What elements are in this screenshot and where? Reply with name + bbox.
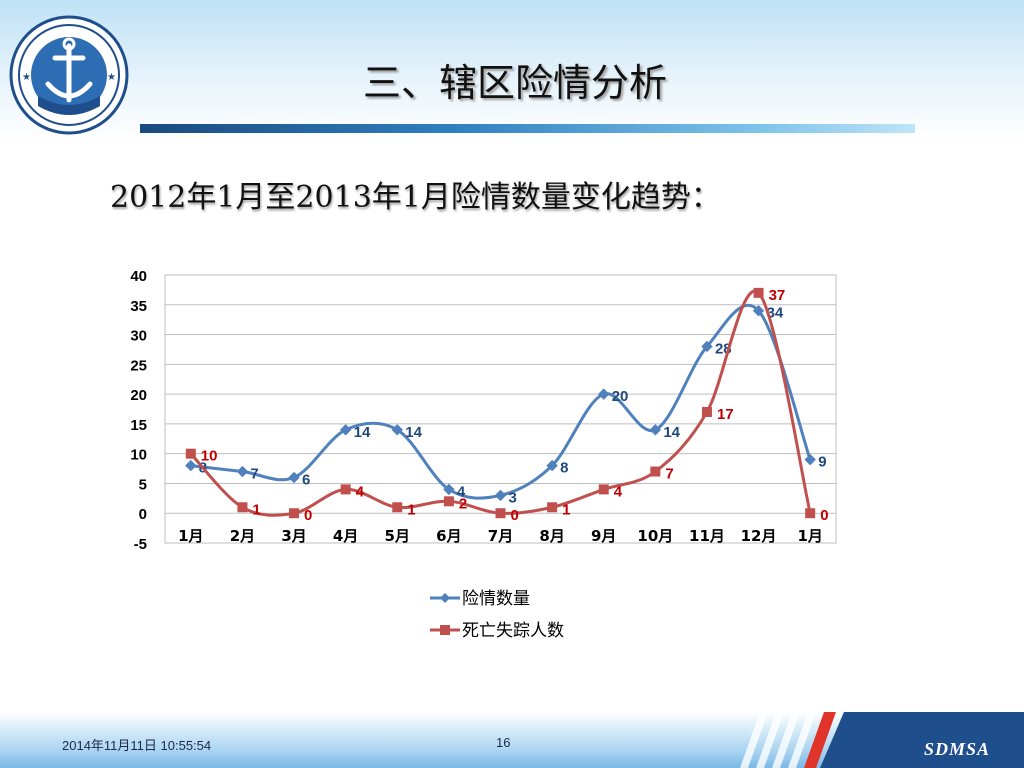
chart-subtitle: 2012年1月至2013年1月险情数量变化趋势：: [110, 180, 721, 215]
series2-point: [753, 287, 764, 298]
y-tick-label: 20: [130, 387, 147, 404]
series2-point: [443, 496, 454, 507]
data-label: 20: [612, 388, 629, 405]
series2-point: [650, 466, 661, 477]
y-tick-label: 0: [139, 506, 147, 523]
x-tick-label: 12月: [741, 527, 777, 545]
data-label: 4: [457, 483, 466, 500]
series1-point: [598, 388, 610, 400]
series1-point: [701, 340, 713, 353]
svg-text:★: ★: [22, 72, 31, 83]
data-label: 34: [767, 305, 784, 322]
series1-point: [649, 424, 662, 436]
data-label: 2: [459, 495, 467, 512]
header-background: [0, 0, 1024, 140]
page-number: 16: [496, 735, 511, 750]
series2-point: [340, 484, 351, 495]
data-label: 0: [820, 507, 828, 524]
legend-marker: [440, 593, 450, 603]
series-line-2: [189, 289, 812, 517]
data-label: 6: [302, 471, 310, 488]
data-label: 8: [560, 460, 568, 477]
series2-point: [805, 508, 816, 519]
plot-area: [164, 274, 837, 544]
x-tick-label: 5月: [385, 527, 410, 545]
series2-point: [185, 448, 196, 459]
x-tick-label: 2月: [230, 527, 255, 545]
series2-point: [598, 484, 609, 495]
data-label: 4: [356, 483, 365, 500]
data-label: 1: [407, 501, 415, 518]
data-label: 17: [717, 406, 734, 423]
y-tick-label: -5: [134, 536, 147, 553]
series1-point: [288, 471, 300, 484]
y-tick-label: 35: [130, 298, 147, 315]
y-tick-label: 5: [139, 476, 147, 493]
data-label: 0: [511, 507, 519, 524]
x-tick-label: 3月: [281, 527, 306, 545]
y-tick-label: 10: [130, 447, 147, 464]
series1-point: [185, 459, 197, 472]
series1-point: [236, 465, 249, 478]
data-label: 1: [562, 501, 570, 518]
legend-marker: [440, 625, 450, 635]
x-tick-label: 9月: [591, 527, 616, 545]
series1-point: [494, 489, 507, 502]
x-tick-label: 10月: [637, 527, 673, 545]
slide-title: 三、辖区险情分析: [362, 61, 667, 105]
y-tick-label: 40: [130, 268, 147, 285]
legend-label: 死亡失踪人数: [462, 621, 564, 641]
x-tick-label: 6月: [436, 527, 461, 545]
y-tick-label: 30: [130, 328, 147, 345]
data-label: 14: [354, 424, 371, 441]
header-divider-bar: [140, 124, 915, 133]
y-tick-label: 15: [130, 417, 147, 434]
series2-point: [701, 406, 712, 417]
series1-point: [752, 305, 765, 317]
series1-point: [443, 483, 455, 496]
data-label: 3: [509, 489, 517, 506]
data-label: 7: [665, 466, 673, 483]
series1-point: [391, 424, 403, 436]
legend-label: 险情数量: [462, 589, 530, 609]
data-label: 10: [201, 448, 218, 465]
data-label: 9: [818, 454, 826, 471]
x-tick-label: 8月: [539, 527, 564, 545]
data-label: 37: [769, 287, 786, 304]
data-label: 7: [250, 466, 258, 483]
footer-brand: SDMSA: [924, 739, 991, 759]
data-label: 14: [405, 424, 422, 441]
x-tick-label: 4月: [333, 527, 358, 545]
data-label: 4: [614, 483, 623, 500]
y-tick-label: 25: [130, 357, 147, 374]
footer-datetime: 2014年11月11日 10:55:54: [62, 738, 212, 753]
series2-point: [237, 502, 248, 513]
series2-point: [547, 502, 558, 513]
x-tick-label: 11月: [689, 527, 725, 545]
data-label: 14: [663, 424, 680, 441]
data-label: 1: [252, 501, 260, 518]
series-line-1: [190, 303, 812, 500]
series1-point: [339, 424, 352, 436]
x-tick-label: 1月: [178, 527, 203, 545]
series1-point: [546, 459, 558, 472]
data-label: 0: [304, 507, 312, 524]
x-tick-label: 7月: [488, 527, 513, 545]
x-tick-label: 1月: [797, 527, 822, 545]
series2-point: [495, 508, 506, 519]
series1-point: [804, 453, 816, 466]
china-msa-logo: ★ ★: [9, 15, 129, 135]
footer-stripes: [740, 712, 1024, 768]
svg-text:★: ★: [107, 72, 116, 83]
series2-point: [392, 502, 403, 513]
series2-point: [289, 508, 300, 519]
